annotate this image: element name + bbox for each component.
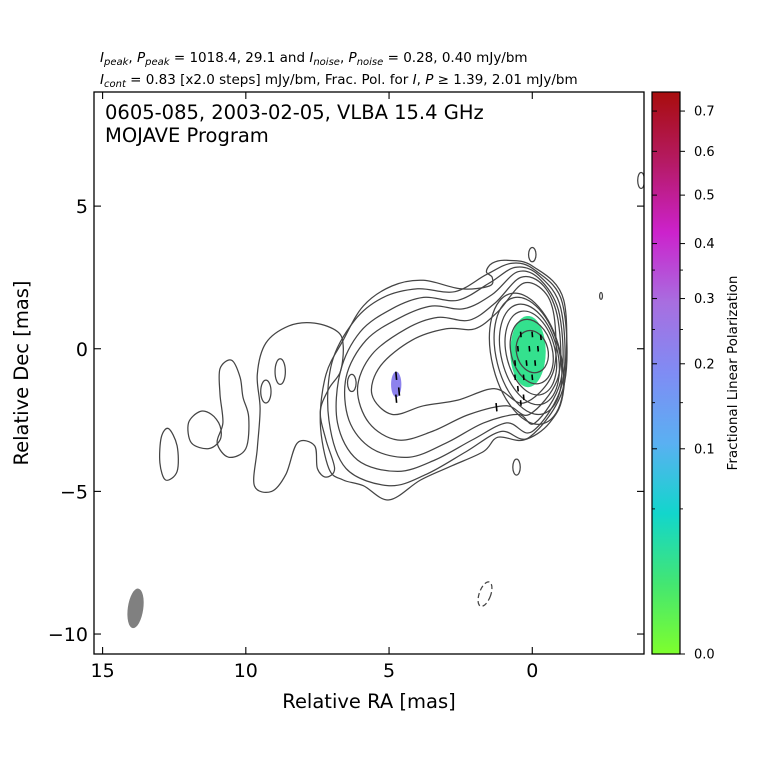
jet-contour	[335, 266, 566, 473]
header-part: ,	[417, 72, 426, 88]
header-part: = 1018.4, 29.1 and	[170, 50, 310, 66]
colorbar-tick-label: 0.3	[694, 292, 715, 307]
beam-ellipse	[127, 588, 144, 629]
y-tick-label: −10	[48, 624, 88, 646]
axis-ticks: 15 10 5 0 5 0 −5 −10	[48, 92, 644, 682]
evpa-vector	[516, 345, 520, 352]
header-part: P	[349, 50, 358, 66]
small-contour	[346, 373, 357, 393]
y-tick-label: −5	[60, 481, 88, 503]
header-part: ,	[128, 50, 137, 66]
colorbar-tick-label: 0.1	[694, 442, 715, 457]
plot-frame	[93, 91, 645, 655]
x-tick-label: 0	[526, 660, 538, 682]
header-part: P	[425, 72, 434, 88]
evpa-vector	[516, 385, 520, 392]
colorbar-tick-label: 0.5	[694, 189, 715, 204]
evpa-vector	[495, 403, 498, 412]
evpa-vector	[397, 387, 401, 396]
plot-area	[127, 171, 644, 629]
evpa-vector	[395, 394, 398, 403]
header-part: I	[100, 50, 104, 66]
outer-jet-contour	[187, 410, 222, 450]
chart-subtitle: MOJAVE Program	[105, 124, 269, 147]
y-tick-label: 5	[76, 196, 88, 218]
header-part: cont	[104, 79, 127, 90]
x-tick-label: 10	[234, 660, 258, 682]
colorbar-ticks: 0.0 0.1 0.2 0.3 0.4 0.5 0.6 0.7	[652, 105, 715, 663]
small-contour	[274, 358, 286, 386]
jet-contour	[356, 275, 562, 441]
jet-contour	[319, 259, 568, 501]
header-part: I	[309, 50, 313, 66]
x-tick-label: 5	[383, 660, 395, 682]
colorbar-tick-label: 0.2	[694, 357, 715, 372]
header-part: ,	[340, 50, 349, 66]
x-axis-label: Relative RA [mas]	[282, 690, 455, 713]
header-part: ≥ 1.39, 2.01 mJy/bm	[433, 72, 577, 88]
y-axis-label: Relative Dec [mas]	[10, 280, 33, 465]
small-contour	[637, 171, 644, 190]
colorbar-tick-label: 0.0	[694, 648, 715, 663]
header-part: peak	[103, 57, 130, 68]
evpa-vector	[534, 360, 537, 366]
evpa-vector	[514, 374, 517, 381]
small-contour	[527, 246, 537, 263]
header-part: = 0.28, 0.40 mJy/bm	[383, 50, 527, 66]
evpa-vector	[514, 360, 517, 366]
chart-title: 0605-085, 2003-02-05, VLBA 15.4 GHz	[105, 101, 484, 124]
evpa-vector	[519, 331, 522, 338]
core-contour	[504, 310, 558, 396]
header-part: I	[413, 72, 417, 88]
y-tick-label: 0	[76, 339, 88, 361]
evpa-vector	[531, 374, 534, 381]
colorbar-tick-label: 0.6	[694, 145, 715, 160]
outer-jet-contour	[216, 359, 250, 458]
x-tick-label: 15	[91, 660, 115, 682]
polarization-fill-layer	[391, 315, 546, 398]
header-noise-line: Ipeak, Ppeak = 1018.4, 29.1 and Inoise, …	[100, 50, 528, 68]
colorbar-label: Fractional Linear Polarization	[725, 276, 741, 471]
evpa-vector	[519, 400, 522, 406]
outer-jet-contour	[253, 322, 344, 493]
header-contour-line: Icont = 0.83 [x2.0 steps] mJy/bm, Frac. …	[100, 72, 578, 90]
header-part: noise	[357, 57, 384, 68]
small-contour	[260, 379, 272, 404]
evpa-vector	[528, 345, 531, 352]
small-contour	[598, 291, 604, 301]
core-contour	[515, 329, 550, 374]
evpa-vector-layer	[395, 331, 542, 412]
evpa-vector	[539, 334, 542, 341]
core-contour	[493, 296, 563, 416]
evpa-vector	[536, 345, 540, 352]
colorbar-tick-label: 0.4	[694, 237, 715, 252]
jet-contour	[370, 281, 557, 416]
pol-fill-region	[510, 315, 546, 388]
evpa-vector	[395, 371, 398, 381]
contour-layer	[127, 171, 644, 629]
evpa-vector	[525, 360, 528, 366]
core-contour	[509, 318, 554, 385]
evpa-vector	[522, 374, 525, 381]
jet-contour	[327, 262, 568, 487]
header-part: peak	[144, 57, 171, 68]
header-part: = 0.83 [x2.0 steps] mJy/bm, Frac. Pol. f…	[126, 72, 413, 88]
header-part: I	[100, 72, 104, 88]
negative-contour	[477, 581, 493, 607]
header-part: P	[137, 50, 146, 66]
jet-contour	[343, 270, 564, 458]
colorbar-tick-label: 0.7	[694, 105, 715, 120]
small-contour	[512, 458, 521, 476]
colorbar	[651, 91, 681, 655]
evpa-vector	[531, 331, 534, 338]
header-part: noise	[313, 57, 340, 68]
outer-jet-contour	[159, 427, 179, 481]
evpa-vector	[522, 394, 525, 401]
